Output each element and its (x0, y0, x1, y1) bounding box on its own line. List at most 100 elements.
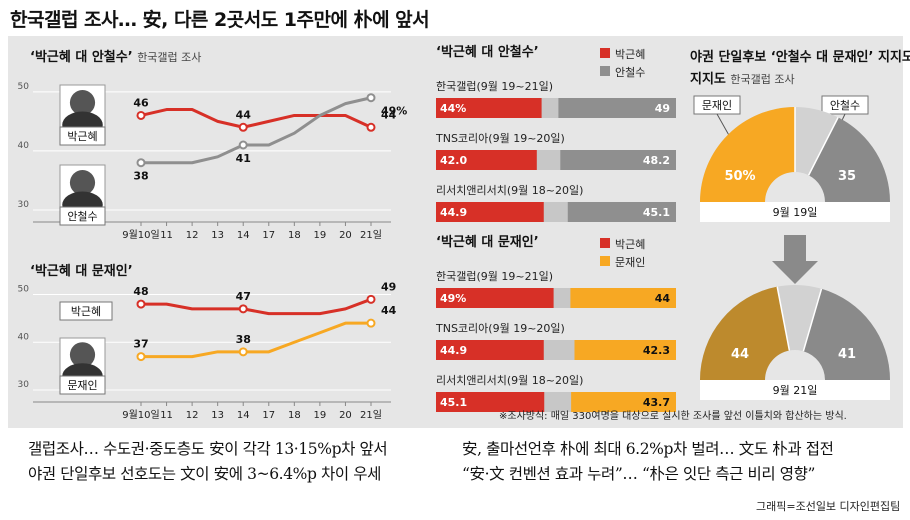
data-point (238, 304, 248, 314)
x-tick-label: 11 (160, 230, 173, 241)
x-tick-label: 19 (314, 230, 327, 241)
slice-separator (807, 117, 839, 176)
name-box-park2 (59, 301, 113, 321)
x-tick-label: 17 (262, 410, 275, 421)
data-point (136, 299, 146, 309)
bar-segment-문재인 (571, 392, 676, 412)
bar-value-a: 45.1 (440, 396, 467, 409)
page-title: 한국갤럽 조사… 安, 다른 2곳서도 1주만에 朴에 앞서 (10, 9, 430, 31)
down-arrow-head (772, 261, 818, 284)
x-tick-label: 13 (211, 230, 224, 241)
data-point (366, 294, 376, 304)
y-tick-label: 50 (18, 82, 30, 92)
pie-legend-label: 문재인 (702, 99, 732, 112)
y-tick-label: 30 (18, 200, 30, 210)
data-label: 47 (236, 290, 251, 303)
y-tick-label: 30 (18, 380, 30, 390)
line-chart-2: 30 40 50 9월10일 11 12 13 14 17 18 19 20 21일 48 47 49 37 38… (18, 280, 397, 421)
data-label: 38 (236, 333, 251, 346)
bar-chart-title: ‘박근혜 대 안철수’ (436, 44, 539, 60)
x-tick-label: 14 (237, 230, 250, 241)
x-tick-label: 12 (186, 410, 199, 421)
legend-label: 문재인 (615, 256, 645, 269)
semicircle-slice-안철수 (808, 117, 890, 202)
data-label: 41 (236, 152, 251, 165)
data-point (366, 93, 376, 103)
legend-swatch-문재인 (600, 256, 610, 266)
line-chart-1-subtitle: 한국갤럽 조사 (137, 51, 202, 64)
x-tick-label: 13 (211, 410, 224, 421)
x-tick-label: 21일 (360, 229, 382, 241)
line-chart-1: 30 40 50 9월10일 11 12 13 14 17 18 19 20 21일 46 44 44 38 41… (18, 82, 408, 241)
pie-legend-label: 안철수 (830, 99, 860, 112)
data-label: 44 (236, 108, 252, 121)
semicircle-date-label: 9월 19일 (773, 205, 818, 219)
semicircle-slice-안철수 (803, 288, 890, 380)
line-chart-2-header: ‘박근혜 대 문재인’ (30, 260, 133, 279)
semicircle-value-b: 35 (838, 169, 856, 184)
line-chart-1-title: ‘박근혜 대 안철수’ (30, 50, 133, 65)
name-label-park: 박근혜 (67, 130, 97, 143)
y-tick-label: 50 (18, 285, 30, 295)
bar-row-label: TNS코리아(9월 19~20일) (435, 321, 565, 335)
name-label-park2: 박근혜 (71, 305, 101, 318)
pie-chart-subtitle: 한국갤럽 조사 (730, 73, 795, 86)
legend-swatch-박근혜 (600, 238, 610, 248)
legend-label: 박근혜 (615, 48, 645, 61)
series-line-박근혜 (140, 108, 372, 129)
portrait-head-moon (69, 342, 96, 368)
x-tick-label: 12 (186, 230, 199, 241)
bar-value-a: 49% (440, 292, 466, 305)
headline-right-1: 安, 출마선언후 朴에 최대 6.2%p차 벌려… 文도 朴과 접전 (462, 440, 834, 458)
x-tick-label: 20 (339, 230, 352, 241)
bar-value-a: 44% (440, 102, 466, 115)
name-box-park (59, 126, 106, 146)
name-label-moon: 문재인 (67, 379, 97, 392)
bar-chart-title: ‘박근혜 대 문재인’ (436, 234, 539, 250)
semicircle-value-b: 41 (838, 347, 856, 362)
series-line-문재인 (141, 321, 371, 359)
bar-value-a: 44.9 (440, 206, 467, 219)
bar-row-label: 한국갤럽(9월 19~21일) (436, 79, 553, 93)
down-arrow-shaft (784, 235, 806, 261)
bar-segment-박근혜 (436, 98, 542, 118)
slice-separator (802, 288, 823, 352)
slice-separator (776, 286, 791, 351)
x-tick-label: 20 (339, 410, 352, 421)
data-point (136, 352, 146, 362)
x-tick-label: 21일 (360, 409, 382, 421)
bar-row-label: 한국갤럽(9월 19~21일) (436, 269, 553, 283)
data-point (238, 122, 248, 132)
data-label: 49 (381, 280, 396, 293)
data-label: 44 (381, 108, 397, 121)
data-point (136, 158, 146, 168)
series-line-안철수 (141, 96, 372, 165)
semicircle-charts: 문재인 안철수 50% 35 9월 19일 44 41 9월 21일 (693, 95, 890, 400)
series-line-박근혜 (141, 297, 372, 316)
semicircle-slice-문재인 (700, 286, 790, 380)
bar-segment-문재인 (574, 340, 676, 360)
bar-value-b: 48.2 (643, 154, 670, 167)
bar-segment-박근혜 (436, 202, 544, 222)
semicircle-slice-문재인 (700, 107, 795, 202)
name-box-ahn (59, 206, 106, 226)
x-tick-label: 18 (288, 410, 301, 421)
name-box-moon (59, 375, 106, 395)
bar-row-label: 리서치앤리서치(9월 18~20일) (436, 183, 583, 197)
bar-segment-문재인 (570, 288, 676, 308)
data-point (366, 122, 376, 132)
bar-value-b: 44 (655, 292, 671, 305)
pie-chart-title-line2: 지지도 (690, 72, 726, 87)
graphic-credit: 그래픽=조선일보 디자인편집팀 (756, 500, 901, 513)
line-chart-1-header: ‘박근혜 대 안철수’ 한국갤럽 조사 (30, 46, 201, 65)
bar-value-b: 42.3 (643, 344, 670, 357)
portrait-head-park (69, 90, 96, 116)
bar-segment-안철수 (558, 98, 676, 118)
x-tick-label: 19 (314, 410, 327, 421)
bar-segment-박근혜 (436, 392, 545, 412)
legend-label: 안철수 (615, 66, 645, 79)
bar-segment-박근혜 (436, 340, 544, 360)
y-tick-label: 40 (18, 141, 30, 151)
